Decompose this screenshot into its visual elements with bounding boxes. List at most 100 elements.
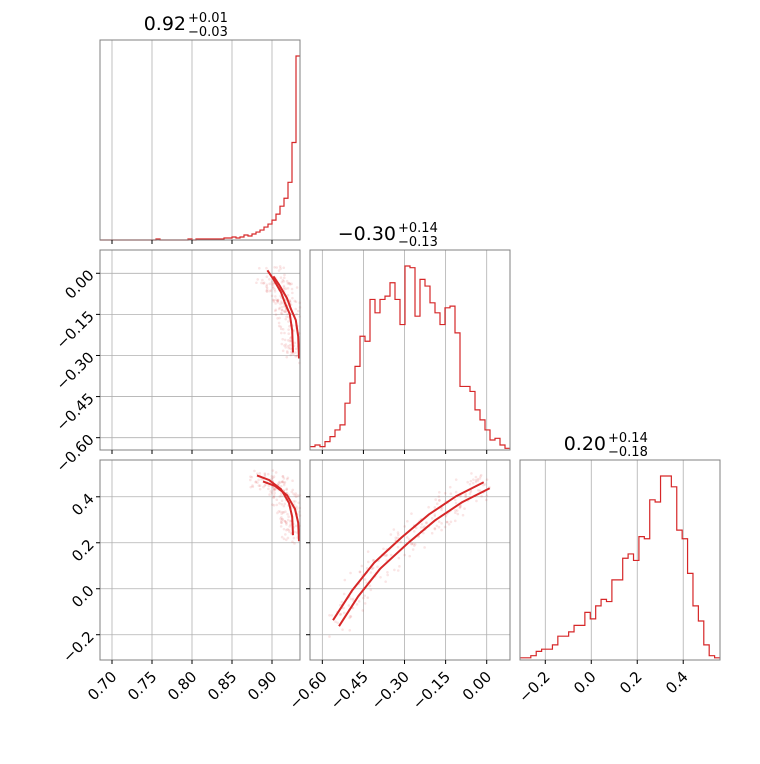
sample-point bbox=[282, 483, 286, 487]
panel-title-upper: +0.14 bbox=[398, 221, 438, 236]
panel-title-upper: +0.14 bbox=[608, 431, 648, 446]
sample-point bbox=[280, 516, 283, 519]
sample-point bbox=[263, 484, 267, 487]
sample-point bbox=[458, 505, 462, 508]
sample-point bbox=[281, 480, 285, 483]
sample-point bbox=[398, 565, 401, 568]
sample-point bbox=[295, 312, 299, 316]
sample-point bbox=[296, 494, 299, 497]
panel-title-value: 0.92 bbox=[144, 13, 186, 35]
sample-point bbox=[358, 570, 362, 573]
sample-point bbox=[284, 310, 288, 314]
sample-point bbox=[281, 510, 284, 514]
sample-point bbox=[347, 604, 351, 607]
sample-point bbox=[272, 494, 276, 497]
panel-title-value: 0.20 bbox=[564, 433, 606, 455]
sample-point bbox=[271, 298, 275, 302]
sample-point bbox=[272, 495, 276, 499]
sample-point bbox=[264, 483, 267, 486]
sample-point bbox=[291, 479, 294, 482]
sample-point bbox=[274, 313, 278, 316]
sample-point bbox=[339, 612, 343, 616]
sample-point bbox=[280, 480, 284, 484]
sample-point bbox=[410, 542, 413, 546]
sample-point bbox=[280, 499, 284, 503]
sample-point bbox=[396, 531, 400, 534]
sample-point bbox=[286, 536, 290, 540]
sample-point bbox=[458, 506, 462, 510]
sample-point bbox=[483, 483, 487, 486]
sample-point bbox=[379, 575, 382, 579]
sample-point bbox=[370, 567, 374, 571]
y-tick-label: −0.30 bbox=[52, 348, 97, 393]
sample-point bbox=[294, 351, 297, 354]
sample-point bbox=[277, 509, 281, 513]
sample-point bbox=[468, 492, 472, 495]
sample-point bbox=[362, 596, 365, 600]
x-tick-label: 0.00 bbox=[459, 668, 495, 704]
sample-point bbox=[295, 286, 299, 289]
sample-point bbox=[294, 492, 298, 495]
sample-point bbox=[265, 288, 269, 292]
sample-point bbox=[466, 480, 469, 484]
sample-point bbox=[283, 338, 287, 342]
sample-point bbox=[361, 609, 365, 612]
sample-point bbox=[280, 331, 283, 335]
sample-point bbox=[292, 352, 295, 356]
sample-point bbox=[283, 480, 287, 484]
panel-frame bbox=[309, 459, 511, 661]
sample-point bbox=[288, 283, 292, 286]
sample-point bbox=[285, 521, 288, 525]
sample-point bbox=[288, 299, 292, 302]
sample-point bbox=[272, 282, 275, 286]
sample-point bbox=[278, 495, 282, 498]
sample-point bbox=[474, 479, 478, 482]
sample-point bbox=[274, 308, 278, 312]
sample-point bbox=[270, 491, 274, 495]
sample-point bbox=[351, 597, 355, 601]
x-tick-label: −0.45 bbox=[327, 668, 372, 713]
panel-frame bbox=[99, 249, 301, 451]
sample-point bbox=[281, 475, 285, 478]
sample-point bbox=[284, 510, 287, 514]
sample-point bbox=[469, 479, 473, 483]
sample-point bbox=[287, 281, 291, 285]
sample-point bbox=[288, 343, 292, 347]
x-tick-label: 0.85 bbox=[204, 668, 240, 704]
panel-title-upper: +0.01 bbox=[188, 11, 228, 26]
sample-point bbox=[286, 286, 290, 290]
sample-point bbox=[399, 540, 402, 544]
sample-point bbox=[342, 611, 346, 615]
sample-point bbox=[461, 513, 465, 517]
sample-point bbox=[343, 578, 347, 582]
sample-point bbox=[339, 603, 342, 607]
sample-point bbox=[294, 500, 297, 503]
sample-point bbox=[445, 520, 449, 524]
sample-point bbox=[281, 518, 285, 521]
sample-point bbox=[419, 526, 423, 529]
sample-point bbox=[433, 513, 437, 516]
sample-point bbox=[454, 490, 458, 494]
sample-point bbox=[269, 289, 273, 292]
sample-point bbox=[290, 282, 293, 286]
sample-point bbox=[292, 492, 295, 495]
sample-point bbox=[283, 309, 286, 313]
sample-point bbox=[393, 568, 396, 572]
sample-point bbox=[282, 284, 286, 288]
sample-point bbox=[261, 278, 264, 282]
sample-point bbox=[293, 542, 296, 545]
histogram-0 bbox=[100, 55, 300, 241]
sample-point bbox=[273, 265, 276, 269]
sample-point bbox=[469, 490, 473, 493]
sample-point bbox=[454, 509, 457, 512]
sample-point bbox=[287, 528, 291, 532]
y-tick-label: 0.2 bbox=[68, 536, 98, 566]
sample-point bbox=[445, 520, 449, 524]
y-tick-label: −0.45 bbox=[52, 390, 97, 435]
sample-point bbox=[296, 309, 300, 313]
sample-point bbox=[294, 524, 298, 528]
sample-point bbox=[274, 298, 278, 302]
sample-point bbox=[265, 290, 269, 294]
sample-point bbox=[271, 286, 275, 290]
sample-point bbox=[255, 472, 259, 475]
